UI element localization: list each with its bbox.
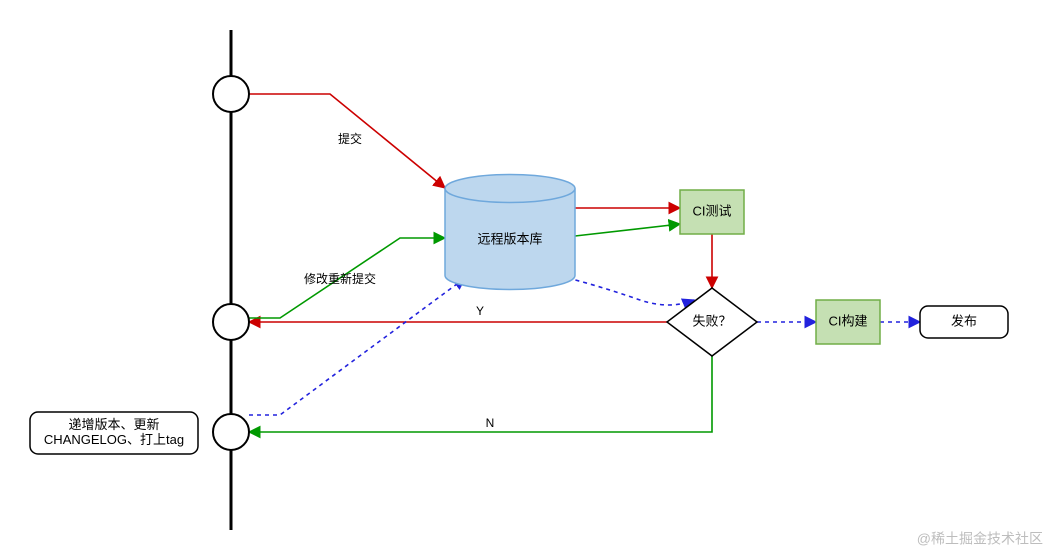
node-commit2 <box>213 304 249 340</box>
watermark: @稀土掘金技术社区 <box>917 531 1043 547</box>
e-repo-decision-blue <box>560 276 694 305</box>
e-commit3-repo-blue <box>249 278 465 415</box>
node-publish-label: 发布 <box>951 313 977 328</box>
e-commit2-repo-label: 修改重新提交 <box>304 271 376 286</box>
node-commit3 <box>213 414 249 450</box>
node-commit1 <box>213 76 249 112</box>
e-commit1-repo-label: 提交 <box>338 131 362 146</box>
node-decision-label: 失败？ <box>692 313 731 328</box>
e-decision-commit3-label: N <box>486 416 495 430</box>
e-decision-commit3 <box>249 356 712 432</box>
node-citest-label: CI测试 <box>692 203 731 218</box>
node-repo-label: 远程版本库 <box>477 231 542 246</box>
e-repo-citest-bot <box>575 224 680 236</box>
node-cibuild-label: CI构建 <box>828 313 867 328</box>
e-decision-commit2-label: Y <box>476 304 484 318</box>
node-repo: 远程版本库 <box>445 175 575 290</box>
